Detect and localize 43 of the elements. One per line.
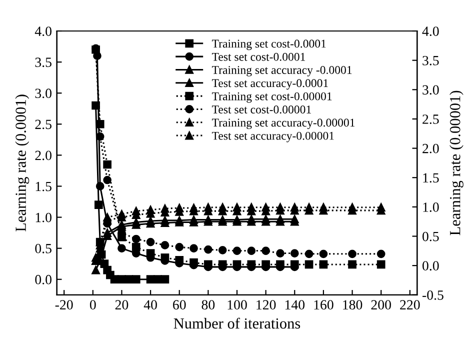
x-tick-label: 220	[400, 300, 420, 310]
legend-label: Training set cost-0.0001	[212, 40, 326, 50]
x-tick-label: -20	[55, 300, 73, 310]
y-tick-label: 2.0	[35, 150, 52, 160]
x-tick-label: 0	[90, 300, 96, 310]
x-axis-title: Number of iterations	[174, 318, 300, 329]
y2-tick-label: 3.0	[422, 85, 439, 95]
x-tick-label: 180	[343, 300, 362, 310]
y-tick-label: 3.0	[35, 88, 52, 98]
y2-tick-label: 2.0	[422, 144, 439, 154]
y-tick-label: 0.0	[35, 274, 52, 284]
y2-axis-title: Learning rate (0.00001)	[450, 90, 464, 236]
y-axis-title: Learning rate (0.0001)	[15, 94, 30, 232]
y2-tick-label: 1.0	[423, 202, 439, 212]
legend-label: Test set accuracy-0.00001	[212, 132, 334, 142]
x-tick-label: 140	[285, 300, 305, 310]
x-tick-label: 20	[115, 300, 128, 310]
y-tick-label: 1.5	[36, 182, 52, 192]
x-tick-label: 100	[228, 300, 247, 310]
y-tick-label: 1.0	[36, 212, 52, 222]
y-tick-label: 4.0	[34, 26, 52, 36]
legend-label: Training set accuracy-0.00001	[212, 118, 355, 130]
y2-tick-label: 3.5	[422, 56, 439, 66]
y-tick-label: 2.5	[35, 120, 52, 130]
y2-tick-label: 1.5	[423, 173, 439, 183]
y2-tick-label: 0.5	[422, 232, 439, 242]
y2-tick-label: 4.0	[422, 26, 439, 36]
legend-label: Training set accuracy -0.0001	[212, 66, 352, 76]
x-tick-label: 60	[173, 300, 186, 310]
y2-tick-label: 2.5	[422, 114, 439, 124]
y2-tick-label: -0.5	[422, 290, 444, 300]
x-tick-label: 40	[144, 300, 157, 310]
x-tick-label: 120	[256, 300, 276, 310]
legend-label: Test set cost-0.00001	[212, 106, 311, 114]
x-tick-label: 200	[371, 300, 391, 310]
y2-tick-label: 0.0	[422, 261, 439, 271]
x-tick-label: 160	[314, 300, 334, 310]
legend-label: Training set cost-0.00001	[212, 92, 332, 103]
legend-label: Test set accuracy-0.0001	[212, 79, 328, 90]
x-tick-label: 80	[202, 300, 215, 310]
y-tick-label: 3.5	[35, 58, 52, 68]
y-tick-label: 0.5	[35, 244, 52, 254]
legend-label: Test set cost-0.0001	[212, 52, 305, 61]
